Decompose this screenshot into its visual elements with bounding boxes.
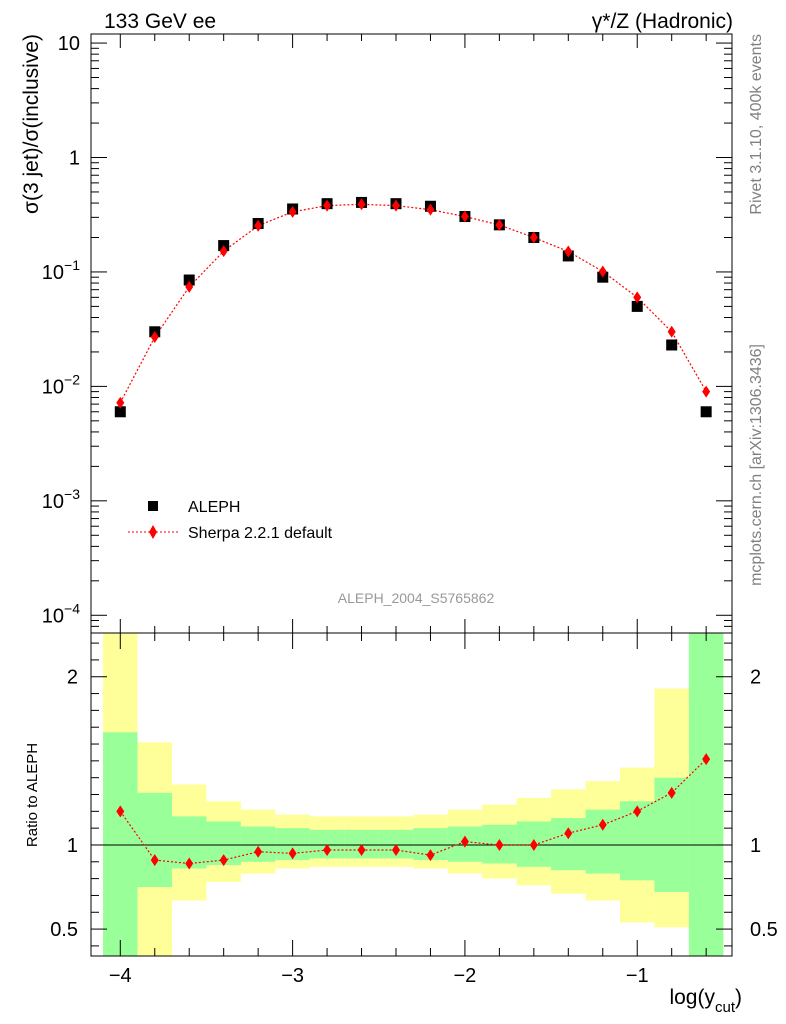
main-frame [90, 33, 733, 634]
ratio-y-tick-label-right: 2 [750, 667, 761, 689]
ratio-panel: −4 −3 −2 −1 0.5 0.5 1 1 2 2 Ratio to ALEPH log(yc… [24, 632, 778, 1016]
ratio-plot-area [91, 633, 732, 956]
mc-point [564, 245, 573, 258]
mc-point [116, 396, 125, 409]
legend-data-label: ALEPH [188, 499, 240, 516]
ratio-mc-point [426, 849, 435, 862]
main-y-tick-label: 10−4 [42, 600, 80, 627]
process-label: 133 GeV ee [104, 10, 216, 33]
ratio-axes: −4 −3 −2 −1 0.5 0.5 1 1 2 2 [50, 633, 778, 987]
main-y-tick-label-base: 10 [58, 33, 80, 55]
mc-point [391, 199, 400, 212]
rivet-label: Rivet 3.1.10, 400k events [748, 34, 765, 215]
ratio-mc-point [391, 844, 400, 857]
ratio-mc-point [667, 786, 676, 799]
x-axis-label-main: log(y [669, 986, 715, 1009]
data-point [631, 300, 643, 312]
ratio-y-tick-label-left: 0.5 [50, 919, 78, 941]
ratio-mc-point [219, 854, 228, 867]
ratio-mc-point [633, 805, 642, 818]
x-tick-label: −1 [626, 965, 649, 987]
main-y-tick-label: 10 [58, 33, 80, 55]
mc-point [529, 231, 538, 244]
main-y-tick-label-base: 10 [42, 605, 64, 627]
main-y-axis-label: σ(3 jet)/σ(inclusive) [20, 34, 43, 214]
x-tick-label: −3 [281, 965, 304, 987]
main-y-tick-label-base: 1 [69, 148, 80, 170]
ratio-y-axis-label: Ratio to ALEPH [24, 743, 41, 847]
main-y-tick-label-exp: −1 [64, 257, 80, 273]
data-point [666, 339, 678, 351]
mc-point [702, 385, 711, 398]
mc-point [219, 245, 228, 258]
mc-point [288, 205, 297, 218]
main-y-tick-label-base: 10 [42, 262, 64, 284]
x-axis-label-close: ) [735, 986, 742, 1009]
mc-point [150, 331, 159, 344]
main-y-tick-label-base: 10 [42, 376, 64, 398]
mc-point [495, 219, 504, 232]
ratio-mc-point [116, 805, 125, 818]
data-point [700, 406, 712, 418]
ratio-mc-point [598, 818, 607, 831]
ratio-mc-point [323, 844, 332, 857]
ratio-band-inner [137, 792, 172, 888]
ratio-mc-point [460, 835, 469, 848]
main-y-tick-label-exp: −3 [64, 486, 80, 502]
ratio-y-tick-label-left: 2 [67, 667, 78, 689]
legend: ALEPH Sherpa 2.2.1 default [128, 499, 333, 542]
mc-point [426, 203, 435, 216]
ratio-mc-point [529, 838, 538, 851]
ratio-mc-point [288, 847, 297, 860]
observable-label: γ*/Z (Hadronic) [592, 10, 733, 33]
main-y-tick-label: 10−1 [42, 257, 80, 284]
x-axis-label: log(ycut) [669, 986, 742, 1016]
ratio-band-inner [688, 633, 724, 956]
ratio-mc-point [564, 827, 573, 840]
ratio-band-inner [103, 732, 138, 956]
main-y-tick-label: 10−2 [42, 371, 80, 398]
main-y-tick-label-exp: −2 [64, 371, 80, 387]
main-plot-area [114, 196, 712, 418]
ratio-y-tick-label-right: 1 [750, 835, 761, 857]
ratio-mc-point [702, 753, 711, 766]
mc-point [598, 265, 607, 278]
mc-point [185, 280, 194, 293]
mc-point [633, 291, 642, 304]
mc-point [323, 199, 332, 212]
mc-point [357, 198, 366, 211]
ratio-mc-point [185, 857, 194, 870]
ratio-mc-line [119, 758, 707, 865]
data-point [114, 406, 126, 418]
ratio-mc-point [357, 844, 366, 857]
legend-mc-label: Sherpa 2.2.1 default [188, 525, 333, 542]
mc-point [667, 325, 676, 338]
x-tick-label: −4 [109, 965, 132, 987]
data-point [183, 274, 195, 286]
ratio-band-inner [551, 818, 586, 871]
ratio-y-tick-label-right: 0.5 [750, 919, 778, 941]
ratio-mc-point [254, 845, 263, 858]
mcplots-label: mcplots.cern.ch [arXiv:1306.3436] [748, 344, 765, 586]
x-tick-label: −2 [454, 965, 477, 987]
x-axis-label-sub: cut [715, 999, 736, 1016]
mc-point [460, 210, 469, 223]
mc-point [254, 219, 263, 232]
legend-data-marker [148, 501, 158, 511]
main-y-tick-label: 1 [69, 148, 80, 170]
main-y-tick-label: 10−3 [42, 486, 80, 513]
main-y-tick-label-exp: −4 [64, 600, 80, 616]
ratio-y-tick-label-left: 1 [67, 835, 78, 857]
ratio-mc-point [150, 854, 159, 867]
ratio-mc-point [495, 838, 504, 851]
analysis-id: ALEPH_2004_S5765862 [338, 590, 495, 606]
main-y-tick-label-base: 10 [42, 491, 64, 513]
legend-mc-marker [149, 525, 157, 539]
mc-line [119, 203, 707, 403]
